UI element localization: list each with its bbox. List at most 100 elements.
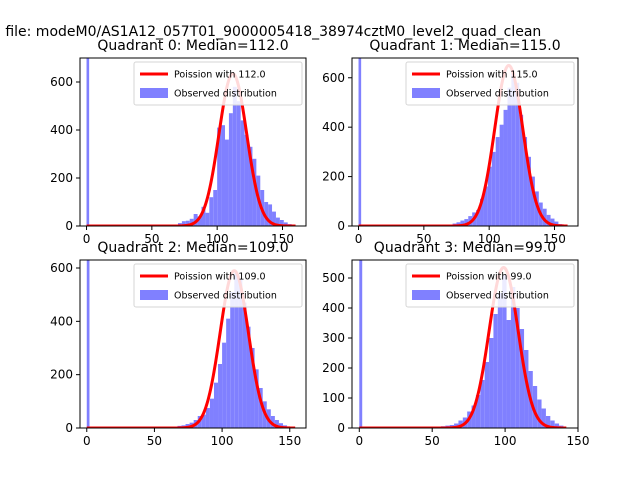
legend-label: Poission with 115.0: [446, 70, 538, 81]
y-tick-label: 400: [322, 120, 345, 134]
y-tick-label: 0: [337, 421, 345, 435]
subplot-title: Quadrant 0: Median=112.0: [97, 38, 288, 54]
figure-suptitle: n file: modeM0/AS1A12_057T01_9000005418_…: [0, 24, 541, 40]
subplot-title: Quadrant 2: Median=109.0: [97, 240, 288, 256]
histogram-bar: [527, 156, 531, 226]
x-tick-label: 0: [83, 232, 91, 246]
y-tick-label: 600: [50, 261, 73, 275]
histogram-bar: [515, 82, 520, 226]
histogram-bar: [250, 348, 255, 428]
legend-label: Poission with 99.0: [446, 272, 532, 283]
legend: Poission with 115.0 Observed distribution: [405, 61, 575, 106]
histogram-bar: [197, 216, 202, 226]
histogram-bar: [541, 408, 546, 428]
histogram-bar: [483, 186, 488, 226]
histogram-bar: [205, 408, 210, 428]
histogram-bar: [222, 342, 227, 428]
legend-label: Poission with 109.0: [174, 272, 266, 283]
legend-bar-swatch: [140, 290, 168, 300]
subplot-quadrant-1: Quadrant 1: Median=115.0 0 50 100 150 0 200 400…: [322, 38, 579, 246]
histogram-bar: [489, 338, 494, 428]
histogram-bar: [456, 222, 461, 226]
histogram-bar: [234, 273, 239, 428]
histogram-bar: [225, 139, 229, 226]
histogram-bar: [358, 58, 362, 226]
histogram-bar: [480, 380, 485, 428]
histogram-bar: [497, 293, 503, 428]
histogram-bar: [550, 420, 555, 428]
histogram-bar: [213, 190, 218, 226]
y-tick-label: 300: [322, 331, 345, 345]
subplot-quadrant-0: Quadrant 0: Median=112.0 0 50 100 150 0 200 400…: [50, 38, 307, 246]
legend-box: [133, 263, 303, 308]
legend-box: [405, 61, 575, 106]
legend: Poission with 109.0 Observed distribution: [133, 263, 303, 308]
axes-frame: [79, 57, 307, 227]
y-tick-label: 400: [322, 301, 345, 315]
histogram-bar: [460, 220, 465, 226]
histogram-bar: [511, 72, 516, 226]
x-tick-label: 50: [144, 232, 159, 246]
histogram-bar: [244, 134, 249, 226]
histogram-bar: [258, 388, 263, 428]
histogram-bar: [221, 125, 226, 226]
histogram-bar: [246, 326, 251, 428]
legend-bar-swatch: [140, 88, 168, 98]
histogram-bar: [279, 220, 284, 226]
histogram-bar: [268, 204, 273, 226]
legend-bar-swatch: [412, 290, 440, 300]
histogram-bar: [493, 314, 498, 428]
x-tick-label: 0: [355, 434, 363, 448]
legend: Poission with 99.0 Observed distribution: [405, 263, 575, 308]
histogram-bar: [487, 166, 492, 226]
histogram-bar: [226, 318, 231, 428]
histogram-bar: [359, 260, 363, 428]
histogram-bar: [530, 176, 535, 226]
poisson-curve: [357, 63, 569, 226]
histogram-bar: [491, 151, 496, 226]
histogram-bar: [205, 212, 210, 226]
y-tick-label: 500: [322, 271, 345, 285]
histogram-bar: [230, 292, 235, 428]
histogram-bar: [471, 405, 476, 428]
histogram-bar: [458, 420, 463, 428]
histogram-bar: [503, 109, 508, 226]
histogram-bar: [476, 209, 481, 226]
legend-label: Observed distribution: [174, 291, 277, 302]
subplot-title: Quadrant 3: Median=99.0: [374, 240, 556, 256]
histogram-bar: [506, 320, 511, 428]
histogram-bar: [550, 218, 555, 226]
histogram-bar: [480, 198, 484, 226]
legend-box: [133, 61, 303, 106]
histogram-bar: [181, 221, 186, 226]
histogram-bar: [283, 222, 288, 226]
x-tick-label: 150: [543, 232, 566, 246]
histogram-bar: [218, 364, 223, 428]
histogram-bar: [209, 398, 214, 428]
histogram-bar: [201, 206, 206, 226]
plot-area: [358, 260, 568, 428]
y-tick-label: 600: [50, 75, 73, 89]
histogram-bar: [272, 211, 276, 226]
x-tick-label: 50: [416, 232, 431, 246]
histogram-bar: [264, 202, 269, 226]
x-tick-label: 50: [147, 434, 162, 448]
histogram-bar: [554, 423, 560, 428]
histogram-bar: [475, 395, 481, 428]
histogram-bar: [519, 114, 524, 226]
histogram-bar: [86, 260, 90, 428]
histogram-bar: [86, 58, 90, 226]
histogram-bar: [274, 420, 279, 428]
x-tick-label: 0: [355, 232, 363, 246]
y-tick-label: 200: [50, 171, 73, 185]
histogram-bar: [546, 214, 551, 226]
plot-area: [357, 58, 569, 226]
histogram-bar: [201, 414, 206, 428]
plot-area: [85, 260, 296, 428]
histogram-bar: [495, 137, 500, 226]
y-tick-label: 200: [50, 368, 73, 382]
legend-label: Observed distribution: [446, 291, 549, 302]
y-tick-label: 400: [50, 314, 73, 328]
histogram-bar: [499, 124, 504, 226]
histogram-bar: [185, 220, 190, 226]
